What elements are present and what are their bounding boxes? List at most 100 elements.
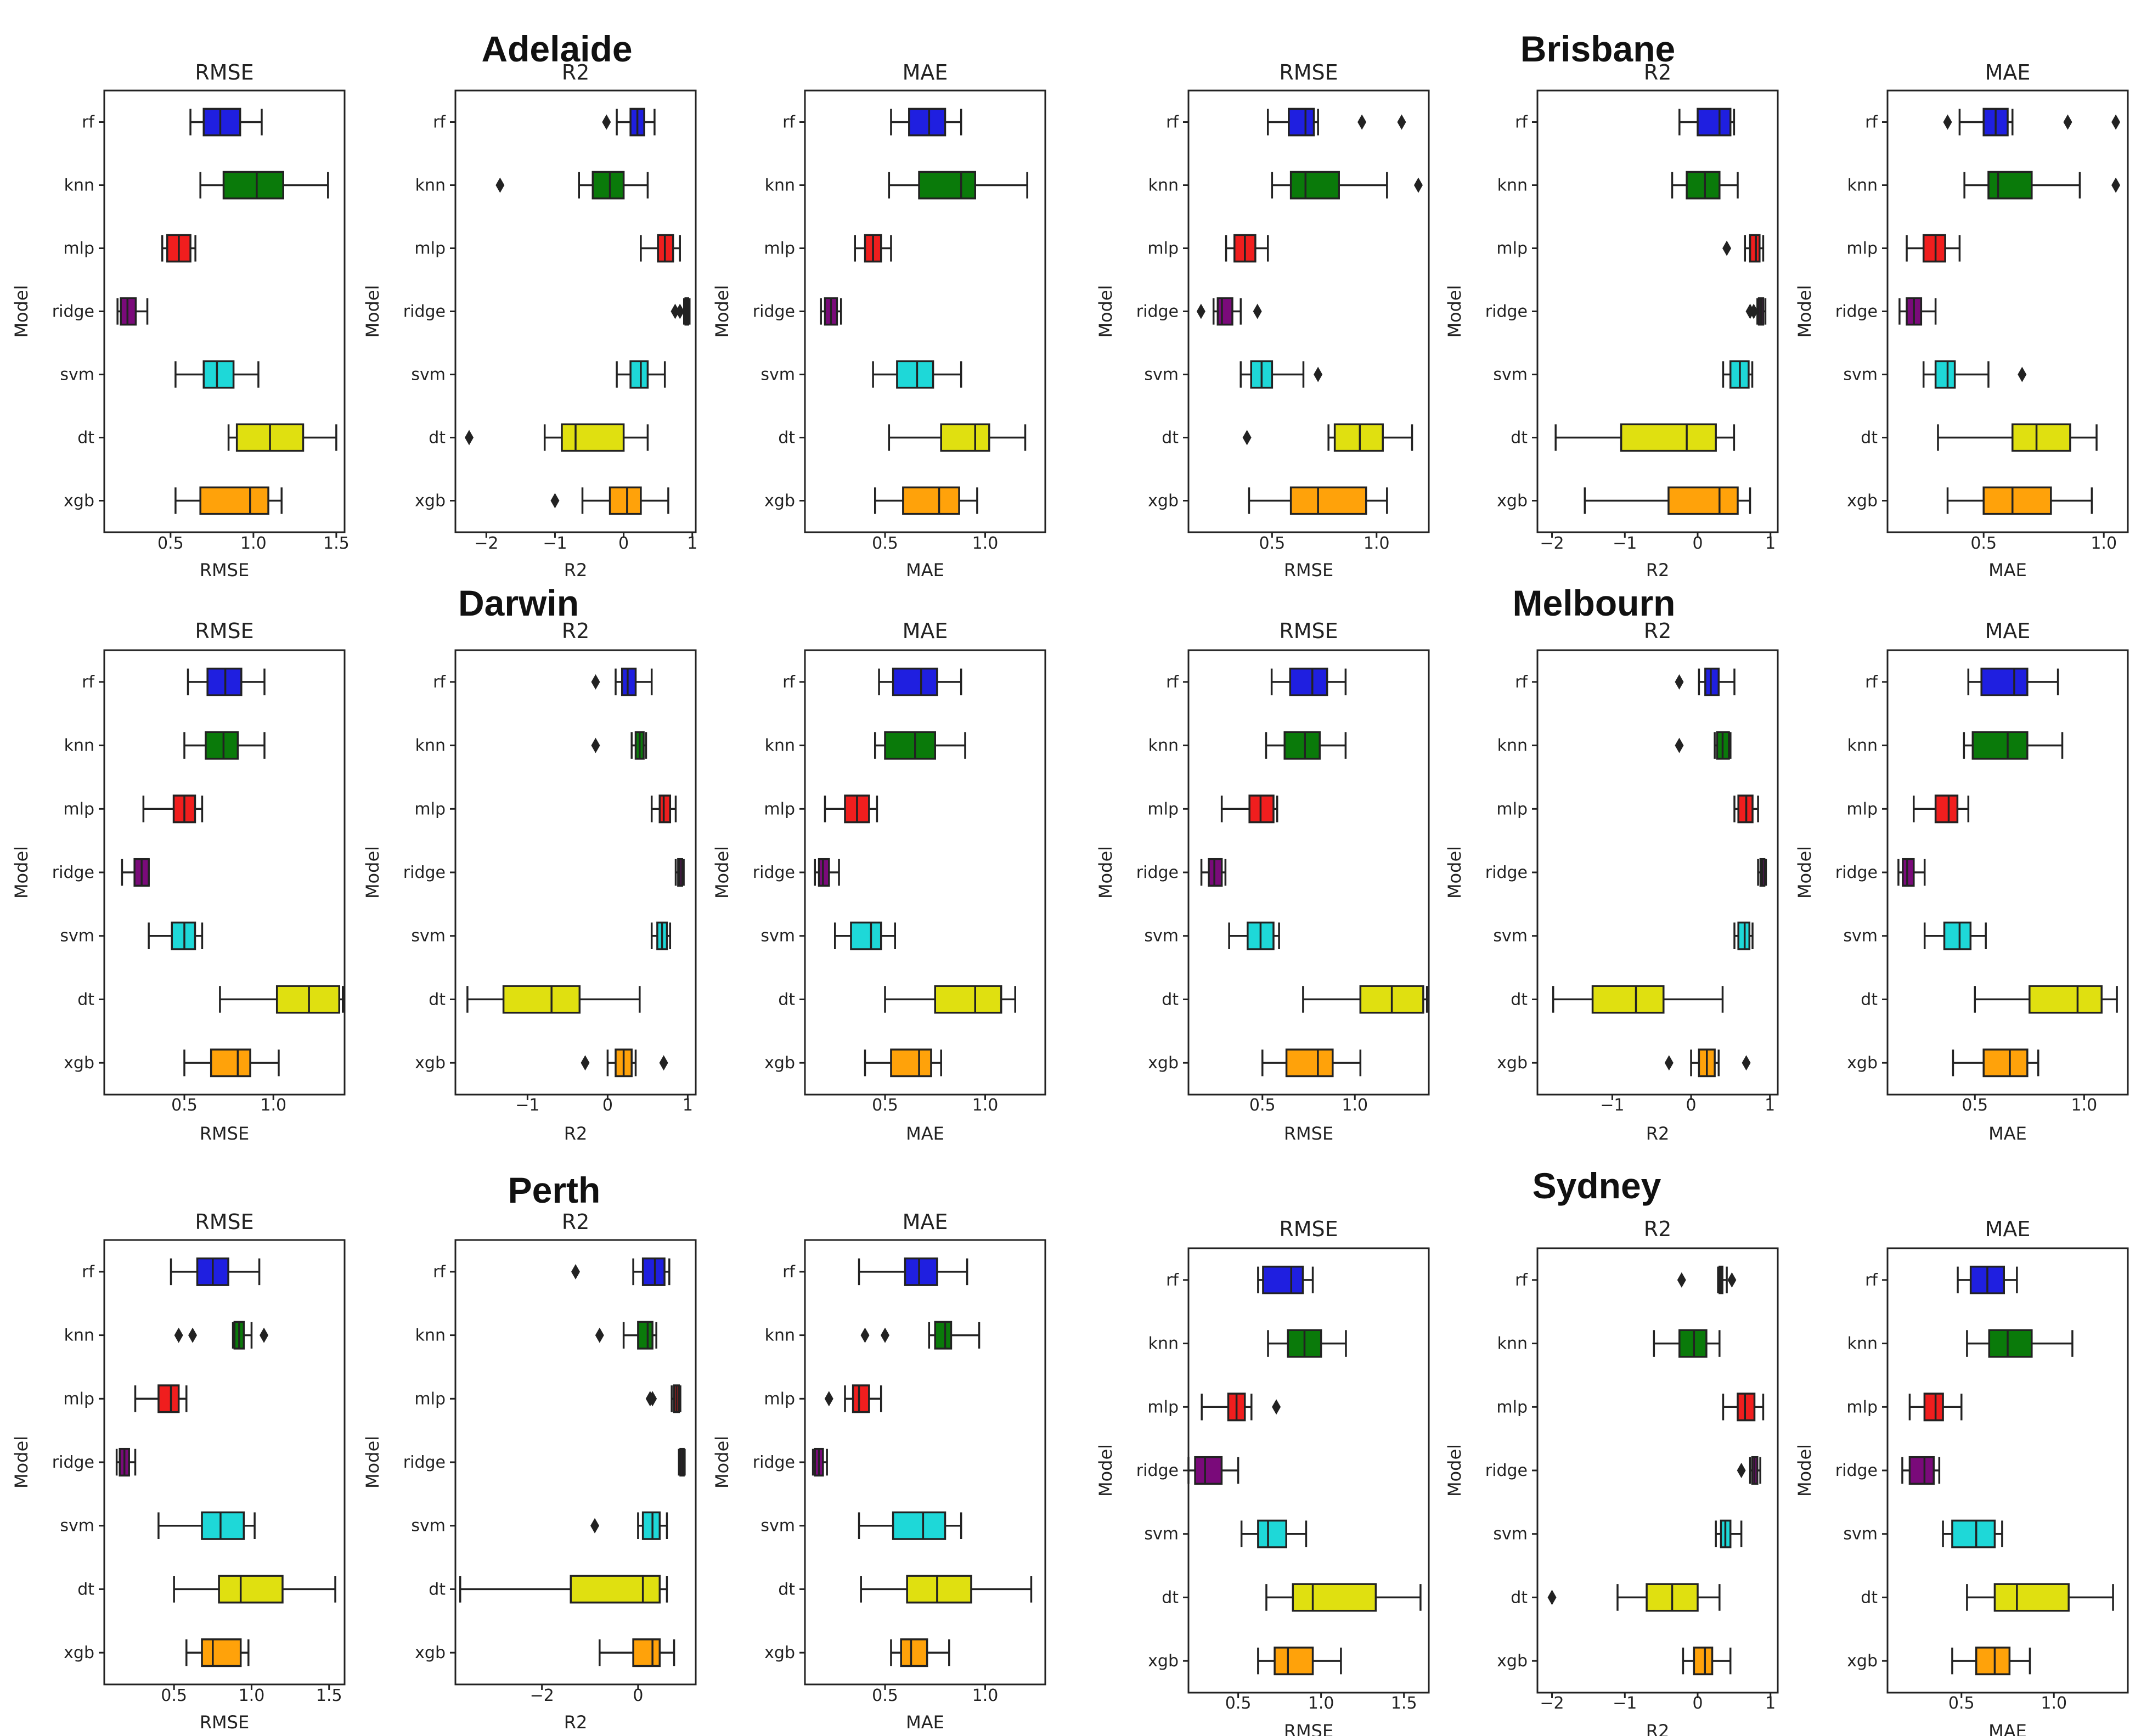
y-tick-label: ridge (1136, 1461, 1179, 1480)
y-tick-label: knn (1148, 176, 1179, 195)
y-tick-label: mlp (764, 239, 795, 258)
iqr-box (850, 921, 882, 950)
box-knn (888, 171, 1028, 200)
axes-frame (804, 649, 1046, 1096)
y-tick-label: svm (411, 1517, 446, 1536)
y-tick-label: mlp (764, 1389, 795, 1408)
outlier-point (595, 1327, 604, 1343)
box-svm (1239, 360, 1323, 389)
x-tick-label: 0.5 (161, 1686, 187, 1705)
y-tick-label: rf (433, 1262, 446, 1282)
y-tick-label: knn (1847, 1334, 1878, 1354)
box-dt (227, 423, 337, 452)
box-knn (595, 1321, 657, 1350)
iqr-box (1257, 1519, 1287, 1548)
iqr-box (591, 171, 625, 200)
iqr-box (658, 794, 672, 824)
box-rf (187, 667, 266, 696)
x-tick-label: 1 (1765, 1096, 1775, 1115)
panel-adelaide-r2: R2 rf knn mlp ridge svm dt xgb Model −2 −1 0 1 R2 (362, 60, 697, 580)
y-tick-label: rf (782, 673, 796, 692)
x-tick-label: 1.0 (1342, 1096, 1368, 1115)
panel-melbourn-rmse: RMSE rf knn mlp ridge svm dt xgb Model 0.5 1.0 RMSE (1095, 619, 1430, 1144)
y-tick-label: xgb (1148, 1053, 1179, 1073)
y-tick-label: knn (64, 176, 94, 195)
outlier-point (648, 1391, 657, 1407)
y-tick-label: mlp (1147, 239, 1179, 258)
iqr-box (896, 360, 934, 389)
city-title: Adelaide (481, 29, 632, 69)
x-tick-label: 0.5 (872, 1686, 898, 1705)
y-axis-label: Model (1095, 846, 1116, 899)
box-mlp (824, 794, 878, 824)
box-knn (860, 1321, 981, 1350)
y-axis-label: Model (712, 846, 733, 899)
box-svm (1923, 921, 1987, 950)
x-axis-label: MAE (1988, 1721, 2027, 1736)
box-ridge (671, 297, 691, 326)
iqr-box (1987, 171, 2033, 200)
panel-title: RMSE (1279, 1217, 1338, 1241)
panel-title: MAE (903, 1210, 948, 1234)
iqr-box (1289, 171, 1340, 200)
y-tick-label: xgb (1497, 1053, 1528, 1073)
box-mlp (1722, 234, 1765, 263)
box-dt (1552, 985, 1724, 1014)
box-xgb (1584, 486, 1751, 515)
x-axis-label: MAE (1988, 560, 2027, 580)
outlier-point (260, 1327, 269, 1343)
panel-title: MAE (903, 619, 948, 643)
y-tick-label: svm (1493, 365, 1528, 385)
city-darwin: Darwin RMSE rf knn mlp ridge svm dt xgb Model 0.5 1… (11, 583, 1046, 1144)
y-tick-label: dt (1511, 990, 1528, 1009)
iqr-box (1262, 1265, 1304, 1294)
x-tick-label: 0.5 (1948, 1694, 1975, 1713)
y-tick-label: mlp (1846, 239, 1878, 258)
box-dt (173, 1575, 336, 1604)
x-tick-label: 1 (683, 1096, 693, 1115)
iqr-box (1934, 794, 1959, 824)
iqr-box (1697, 108, 1732, 137)
box-mlp (1722, 1393, 1765, 1422)
iqr-box (1993, 1583, 2070, 1612)
iqr-box (900, 1638, 928, 1667)
y-tick-label: svm (760, 927, 795, 946)
outlier-point (824, 1391, 833, 1407)
axes-frame (454, 89, 697, 533)
x-tick-label: 1 (1765, 534, 1776, 553)
x-tick-label: −2 (1540, 1694, 1564, 1713)
x-axis-label: RMSE (200, 1712, 249, 1733)
outlier-point (1397, 114, 1406, 130)
box-ridge (1737, 1456, 1761, 1485)
panel-brisbane-mae: MAE rf knn mlp ridge svm dt xgb Model 0.5 1.0 MAE (1794, 60, 2129, 580)
panel-title: R2 (1644, 60, 1672, 84)
outlier-point (188, 1327, 198, 1343)
box-mlp (854, 234, 892, 263)
iqr-box (908, 108, 946, 137)
iqr-box (892, 667, 938, 696)
box-svm (1715, 1519, 1743, 1548)
x-tick-label: 1.0 (2071, 1096, 2098, 1115)
x-tick-label: 1.5 (316, 1686, 342, 1705)
y-axis-label: Model (362, 285, 383, 337)
box-dt (1966, 1583, 2114, 1612)
box-rf (1266, 108, 1406, 137)
box-mlp (1201, 1393, 1281, 1422)
iqr-box (222, 171, 284, 200)
y-tick-label: ridge (1485, 1461, 1528, 1480)
panel-darwin-mae: MAE rf knn mlp ridge svm dt xgb Model 0.5 1.0 MAE (712, 619, 1046, 1144)
y-tick-label: dt (77, 1580, 94, 1599)
box-mlp (134, 1384, 188, 1413)
box-xgb (1946, 486, 2093, 515)
iqr-box (570, 1575, 661, 1604)
box-knn (495, 171, 649, 200)
box-dt (1242, 423, 1413, 452)
box-rf (1678, 108, 1736, 137)
y-tick-label: mlp (63, 799, 94, 819)
y-tick-label: ridge (403, 302, 446, 322)
box-dt (1302, 985, 1428, 1014)
panel-title: R2 (1644, 619, 1672, 643)
iqr-box (502, 985, 581, 1014)
outlier-point (1664, 1055, 1674, 1071)
iqr-box (1951, 1519, 1996, 1548)
